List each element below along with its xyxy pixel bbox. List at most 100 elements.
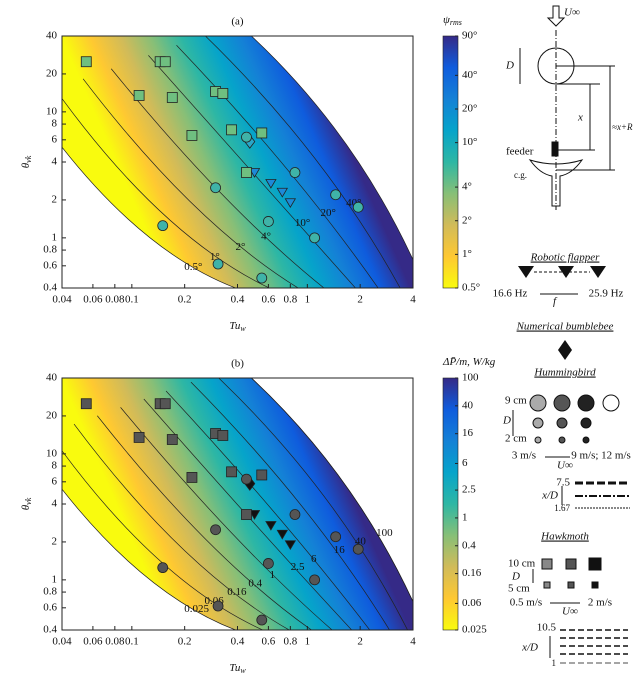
panel-title: (a) [231, 16, 244, 28]
label: x [577, 112, 583, 124]
legend-marker [532, 417, 544, 429]
marker [186, 472, 198, 483]
label: feeder [506, 146, 534, 158]
colorbar-tick-label: 0.06 [462, 597, 482, 609]
x-tick-label: 0.06 [83, 294, 103, 306]
contour-line [73, 423, 290, 630]
marker [241, 167, 252, 178]
colorbar-tick-label: 4° [462, 181, 472, 193]
colorbar-tick-label: 90° [462, 30, 477, 42]
x-tick-label: 0.06 [83, 636, 103, 648]
x-axis-label-main: Tu [229, 662, 241, 674]
x-tick-label: 4 [410, 294, 416, 306]
marker [159, 398, 171, 410]
colorbar-tick-label: 40 [462, 399, 474, 411]
y-tick-label: 2 [52, 535, 58, 547]
x-tick-label: 2 [357, 294, 363, 306]
marker [157, 562, 169, 574]
label: 2 cm [505, 433, 527, 445]
marker [159, 56, 171, 68]
x-axis-label-sub: w [240, 324, 246, 333]
legend-marker [556, 417, 568, 429]
marker [212, 600, 224, 612]
marker [289, 509, 301, 520]
label: U∞ [557, 460, 573, 472]
y-tick-label: 6 [52, 133, 58, 145]
marker [226, 466, 237, 478]
y-tick-label: 0.8 [43, 244, 57, 256]
contour-line [97, 415, 313, 630]
label: 5 cm [508, 583, 530, 595]
marker [276, 529, 288, 540]
colorbar-tick-label: 0.025 [462, 624, 487, 636]
contour-label: 10° [295, 217, 310, 229]
label: 1.67 [554, 503, 570, 513]
colorbar-tick-label: 100 [462, 372, 479, 384]
legend-title: Hawkmoth [540, 531, 589, 543]
marker [265, 179, 277, 189]
marker [186, 130, 198, 141]
x-tick-label: 0.8 [283, 294, 297, 306]
y-axis-label: θvk [20, 155, 33, 168]
colorbar-tick-label: 2.5 [462, 484, 476, 496]
label: 9 m/s; 12 m/s [571, 450, 631, 462]
y-tick-label: 0.4 [43, 624, 57, 636]
legend-marker [577, 394, 595, 412]
contour-label: 0.5° [184, 261, 202, 273]
colorbar-tick-label: 6 [462, 457, 468, 469]
colorbar-tick-label: 1° [462, 248, 472, 260]
label: x/D [541, 490, 558, 502]
legend-marker [558, 436, 566, 444]
colorbar-label-main: ΔP̄/m, W/kg [442, 356, 496, 368]
y-tick-label: 0.6 [43, 601, 57, 613]
y-tick-label: 10 [46, 105, 58, 117]
contour-label: 4° [261, 231, 271, 243]
contour-line [110, 68, 325, 288]
colorbar-tick-label: 16 [462, 427, 474, 439]
label: 1 [552, 658, 557, 668]
legend-marker [591, 581, 599, 589]
x-tick-label: 0.08 [105, 636, 125, 648]
x-tick-label: 0.4 [231, 636, 245, 648]
x-tick-label: 2 [357, 636, 363, 648]
y-tick-label: 4 [52, 156, 58, 168]
y-tick-label: 2 [52, 193, 58, 205]
marker [210, 182, 221, 194]
bird [528, 159, 584, 207]
marker [210, 524, 221, 536]
x-tick-label: 0.04 [52, 636, 72, 648]
y-tick-label: 1 [52, 573, 58, 585]
label: 7.5 [556, 477, 570, 489]
marker [80, 398, 92, 410]
contour-label: 2.5 [291, 561, 305, 573]
legend-marker [553, 394, 571, 412]
blank-region [62, 147, 236, 288]
marker [133, 432, 145, 443]
label: x/D [521, 642, 538, 654]
y-axis-label-main: θ [20, 504, 32, 510]
contour-label: 0.4 [248, 578, 262, 590]
contour-line [148, 55, 356, 288]
flow-arrow [546, 5, 566, 27]
legend-hummingbird [512, 394, 630, 509]
blank-region [62, 489, 236, 630]
marker [263, 216, 274, 227]
colorbar-tick-label: 40° [462, 69, 477, 81]
colorbar [442, 377, 459, 631]
legend-marker [543, 581, 551, 589]
y-tick-label: 8 [52, 118, 58, 130]
marker [263, 558, 274, 569]
x-tick-label: 0.2 [178, 636, 192, 648]
marker [256, 272, 268, 284]
marker [256, 469, 268, 481]
legend-hawkmoth [532, 557, 628, 664]
x-tick-label: 1 [305, 636, 311, 648]
y-tick-label: 20 [46, 409, 58, 421]
contour-line [204, 36, 401, 288]
label: 16.6 Hz [493, 288, 528, 300]
y-tick-label: 40 [46, 30, 58, 42]
legend-marker [580, 417, 592, 429]
marker [265, 521, 277, 531]
colorbar-tick-label: 10° [462, 136, 477, 148]
legend-marker [588, 557, 602, 571]
